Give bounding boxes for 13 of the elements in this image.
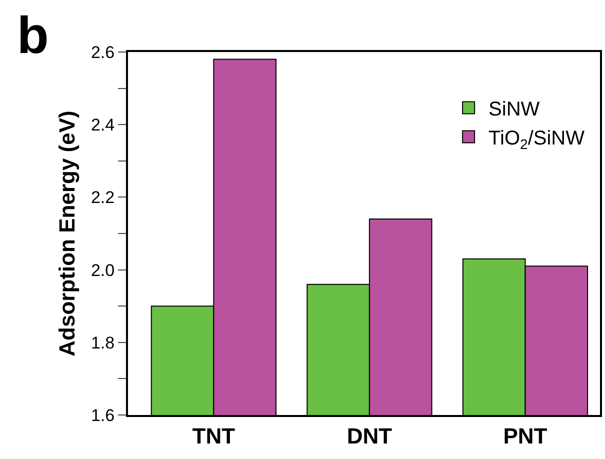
x-tick-label: PNT xyxy=(503,423,548,448)
y-tick-label: 2.0 xyxy=(90,260,115,280)
y-tick-label: 1.6 xyxy=(90,406,115,425)
x-tick-label: TNT xyxy=(192,423,236,448)
y-tick-label: 2.4 xyxy=(90,116,115,135)
legend-label: SiNW xyxy=(488,98,540,121)
y-tick-label: 1.8 xyxy=(90,333,115,352)
x-tick-label: DNT xyxy=(346,423,393,448)
text: b xyxy=(17,7,49,65)
y-tick-label: 2.6 xyxy=(90,42,115,62)
y-axis-title: Adsorption Energy (eV) xyxy=(54,110,80,356)
legend-label: TiO$_{2}$/SiNW xyxy=(488,128,585,152)
y-tick-label: 2.2 xyxy=(90,188,115,208)
